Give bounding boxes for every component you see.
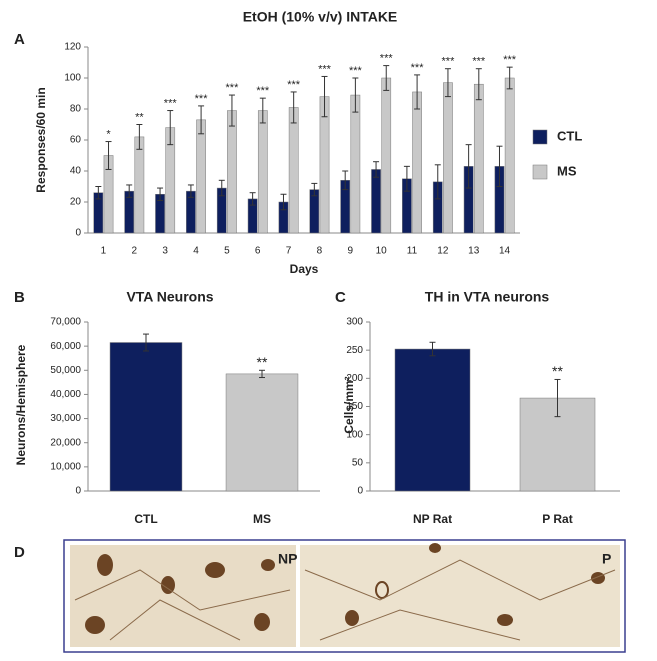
y-tick-label: 0	[75, 486, 81, 497]
significance: ***	[287, 79, 301, 91]
x-tick-label: MS	[253, 512, 271, 526]
significance: ***	[349, 65, 363, 77]
bar	[504, 77, 515, 234]
legend-label: MS	[557, 163, 577, 178]
bar	[473, 83, 484, 234]
y-tick-label: 60,000	[50, 341, 81, 352]
significance: ***	[472, 56, 486, 68]
y-tick-label: 20,000	[50, 437, 81, 448]
legend-label: CTL	[557, 128, 582, 143]
micrograph	[300, 545, 620, 647]
image-frame	[63, 539, 626, 653]
x-axis-label: Days	[290, 262, 319, 276]
fibers	[74, 559, 616, 641]
bar	[381, 77, 392, 234]
panel-label: C	[335, 289, 346, 306]
bar	[412, 91, 422, 234]
significance: ***	[380, 53, 394, 65]
x-tick-label: 10	[376, 246, 388, 257]
bar	[371, 169, 381, 234]
significance: ***	[411, 62, 425, 74]
y-tick-label: 0	[75, 228, 81, 239]
panel-d: D NP P	[14, 539, 626, 653]
bar	[227, 110, 237, 234]
bar	[134, 136, 145, 234]
y-tick-label: 30,000	[50, 413, 81, 424]
significance: **	[552, 363, 563, 379]
panel-label: A	[14, 31, 25, 48]
legend-swatch	[532, 164, 548, 180]
significance: ***	[256, 85, 270, 97]
y-tick-label: 10,000	[50, 461, 81, 472]
y-tick-label: 120	[64, 42, 81, 53]
image-label: P	[602, 551, 611, 567]
x-tick-label: 14	[499, 246, 511, 257]
bar	[196, 119, 206, 234]
significance: ***	[226, 82, 240, 94]
bar	[109, 342, 183, 492]
bar	[257, 110, 268, 234]
bar	[288, 107, 299, 234]
x-tick-label: 5	[224, 246, 230, 257]
significance: ***	[164, 97, 178, 109]
y-axis-label: Neurons/Hemisphere	[14, 344, 28, 465]
x-tick-label: 4	[193, 246, 199, 257]
x-tick-label: 8	[317, 246, 323, 257]
x-tick-label: NP Rat	[413, 512, 452, 526]
y-tick-label: 200	[346, 373, 363, 384]
y-tick-label: 40,000	[50, 389, 81, 400]
y-tick-label: 60	[70, 135, 82, 146]
y-tick-label: 20	[70, 197, 82, 208]
x-tick-label: 9	[348, 246, 354, 257]
bar	[443, 82, 453, 234]
y-axis-label: Responses/60 min	[34, 87, 48, 192]
x-tick-label: 1	[101, 246, 107, 257]
y-tick-label: 50,000	[50, 365, 81, 376]
y-tick-label: 80	[70, 104, 82, 115]
x-tick-label: 2	[132, 246, 138, 257]
y-tick-label: 50	[352, 457, 364, 468]
y-tick-label: 0	[357, 486, 363, 497]
significance: ***	[442, 56, 456, 68]
significance: **	[257, 354, 268, 370]
x-tick-label: 6	[255, 246, 261, 257]
y-tick-label: 150	[346, 401, 363, 412]
image-label: NP	[278, 551, 297, 567]
bar	[394, 348, 471, 492]
y-tick-label: 70,000	[50, 317, 81, 328]
x-tick-label: 13	[468, 246, 480, 257]
significance: *	[106, 128, 111, 140]
panel-label: B	[14, 289, 25, 306]
x-tick-label: 12	[437, 246, 449, 257]
y-axis-label: Cells/mm²	[342, 376, 356, 433]
x-tick-label: P Rat	[542, 512, 572, 526]
chart-title: VTA Neurons	[126, 289, 213, 305]
x-tick-label: 11	[407, 246, 418, 257]
significance: **	[135, 111, 144, 123]
x-tick-label: 7	[286, 246, 292, 257]
y-tick-label: 40	[70, 166, 82, 177]
y-tick-label: 300	[346, 317, 363, 328]
chart-title: TH in VTA neurons	[425, 289, 550, 305]
panel-label: D	[14, 544, 25, 561]
x-tick-label: CTL	[134, 512, 157, 526]
significance: ***	[503, 54, 517, 66]
x-tick-label: 3	[162, 246, 168, 257]
bar	[225, 373, 299, 492]
y-tick-label: 100	[346, 429, 363, 440]
significance: ***	[195, 93, 209, 105]
y-tick-label: 100	[64, 73, 81, 84]
significance: ***	[318, 63, 332, 75]
y-tick-label: 250	[346, 345, 363, 356]
chart-title: EtOH (10% v/v) INTAKE	[243, 9, 398, 25]
legend-swatch	[532, 129, 548, 145]
bar	[350, 94, 361, 234]
